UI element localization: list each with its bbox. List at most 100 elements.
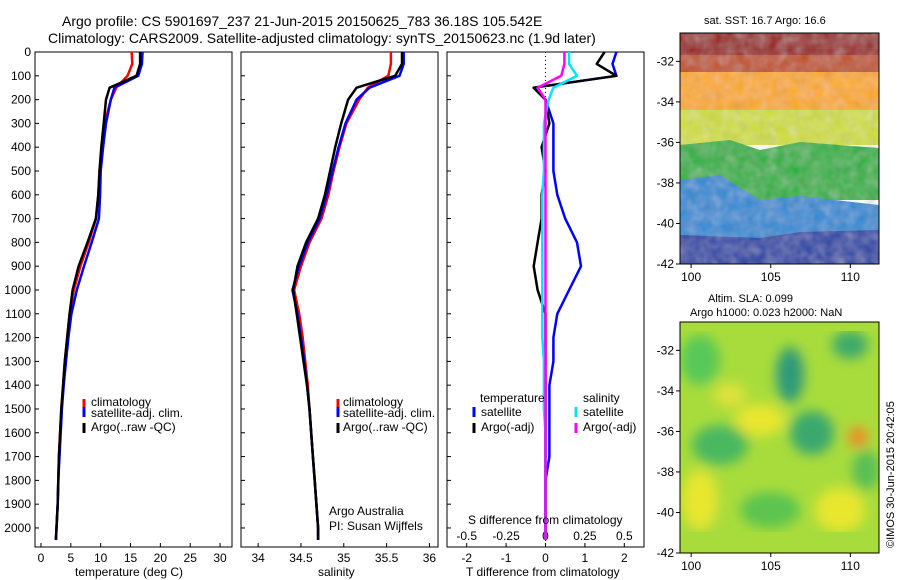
ytick-label: 1100 (5, 307, 31, 321)
s-difference-xlabel: S difference from climatology (468, 513, 623, 527)
lon-label: 110 (841, 559, 860, 573)
legend-climatology: climatology (91, 395, 151, 409)
salinity-axes-frame (240, 51, 439, 548)
series-line-2 (291, 52, 404, 540)
ytick-label: 900 (11, 259, 31, 273)
xtick-label: -1 (501, 551, 512, 565)
figure-title-line1: Argo profile: CS 5901697_237 21-Jun-2015… (62, 13, 542, 29)
temperature-ticks: 0100200300400500600700800900100011001200… (4, 45, 227, 565)
lat-label: -32 (657, 343, 675, 357)
legend-t-argo: Argo(-adj) (481, 420, 534, 434)
sst-map-image (680, 33, 879, 264)
s-tick-label: -0.5 (456, 529, 477, 543)
lat-label: -32 (657, 54, 675, 68)
legend-climatology-s: climatology (343, 395, 403, 409)
lat-label: -34 (657, 384, 675, 398)
sla-map-frame (679, 321, 880, 554)
sst-map-title: sat. SST: 16.7 Argo: 16.6 (704, 15, 826, 27)
sst-map-panel: sat. SST: 16.7 Argo: 16.6 (657, 15, 880, 284)
salinity-lines (291, 52, 405, 540)
lat-label: -42 (657, 546, 675, 560)
xtick-label: 25 (184, 551, 198, 565)
lat-label: -38 (657, 176, 675, 190)
legend-argo-raw: Argo(..raw -QC) (91, 420, 176, 434)
xtick-label: 2 (621, 551, 628, 565)
temperature-axes-frame (34, 51, 233, 548)
series-line-1 (54, 51, 144, 540)
lon-label: 100 (681, 559, 701, 573)
xtick-label: 10 (94, 551, 108, 565)
argo-australia-note: Argo Australia (329, 504, 404, 518)
salinity-xlabel: salinity (318, 565, 355, 579)
figure-title-line2: Climatology: CARS2009. Satellite-adjuste… (48, 30, 596, 46)
xtick-label: 35 (337, 551, 351, 565)
xtick-label: 5 (67, 551, 74, 565)
xtick-label: 15 (124, 551, 138, 565)
ytick-label: 1300 (4, 354, 31, 368)
lat-label: -36 (657, 424, 675, 438)
pi-note: PI: Susan Wijffels (329, 519, 423, 533)
xtick-label: 20 (154, 551, 168, 565)
ytick-label: 1500 (4, 402, 31, 416)
s-tick-label: 0.25 (573, 529, 597, 543)
ytick-label: 100 (11, 69, 31, 83)
ytick-label: 1000 (4, 283, 31, 297)
lon-label: 105 (761, 559, 781, 573)
xtick-label: 34.5 (289, 551, 313, 565)
sst-band-6 (680, 230, 879, 264)
temperature-xlabel: temperature (deg C) (75, 565, 183, 579)
sst-band-2 (680, 72, 879, 112)
imos-stamp: ©IMOS 30-Jun-2015 20:42:05 (885, 401, 897, 548)
ytick-label: 1400 (4, 378, 31, 392)
legend-s-satellite: satellite (583, 405, 624, 419)
difference-lines (532, 51, 618, 540)
series-line-0 (292, 52, 393, 540)
lat-label: -34 (657, 95, 675, 109)
ytick-label: 1600 (4, 426, 31, 440)
ytick-label: 700 (11, 212, 31, 226)
ytick-label: 600 (11, 188, 31, 202)
ytick-label: 1200 (4, 331, 31, 345)
legend-satellite-adj-s: satellite-adj. clim. (343, 406, 435, 420)
ytick-label: 800 (11, 235, 31, 249)
series-line-0 (54, 51, 134, 540)
lon-label: 100 (681, 270, 701, 284)
lat-label: -38 (657, 465, 675, 479)
series-line-3 (536, 52, 566, 540)
ytick-label: 2000 (4, 521, 31, 535)
xtick-label: 1 (582, 551, 589, 565)
sst-band-5 (680, 175, 879, 240)
xtick-label: 0 (38, 551, 45, 565)
salinity-legend: climatology satellite-adj. clim. Argo(..… (336, 395, 435, 434)
salinity-ticks: 34 34.5 35 35.5 36 (241, 51, 437, 565)
sst-map-ticks: -32 -34 -36 -38 -40 -42 100 105 110 (657, 54, 861, 284)
lat-label: -42 (657, 257, 675, 271)
sla-map-title-2: Argo h1000: 0.023 h2000: NaN (690, 307, 842, 319)
xtick-label: 30 (213, 551, 227, 565)
ytick-label: 1900 (4, 497, 31, 511)
xtick-label: 36 (423, 551, 437, 565)
ytick-label: 0 (24, 45, 31, 59)
t-difference-xlabel: T difference from climatology (466, 565, 620, 579)
s-tick-label: 0.5 (616, 529, 633, 543)
ytick-label: 1700 (4, 450, 31, 464)
xtick-label: 0 (542, 551, 549, 565)
ytick-label: 500 (11, 164, 31, 178)
difference-panel: -2 -1 0 1 2-0.5 -0.25 0 0.25 0.5 T difference fr… (446, 51, 645, 579)
temperature-lines (54, 51, 144, 540)
legend-salinity-head: salinity (583, 391, 620, 405)
legend-temperature-head: temperature (480, 391, 545, 405)
difference-legend: temperature salinity satellite satellite… (472, 391, 636, 434)
s-tick-label: -0.25 (492, 529, 520, 543)
salinity-panel: 34 34.5 35 35.5 36 salinity climatology sate… (240, 51, 439, 579)
ytick-label: 400 (11, 140, 31, 154)
xtick-label: 35.5 (375, 551, 399, 565)
legend-t-satellite: satellite (481, 405, 522, 419)
series-line-2 (54, 52, 142, 540)
lon-label: 105 (761, 270, 781, 284)
temperature-panel: 0100200300400500600700800900100011001200… (4, 45, 233, 579)
series-line-1 (291, 52, 405, 540)
legend-s-argo: Argo(-adj) (583, 420, 636, 434)
xtick-label: -2 (461, 551, 472, 565)
